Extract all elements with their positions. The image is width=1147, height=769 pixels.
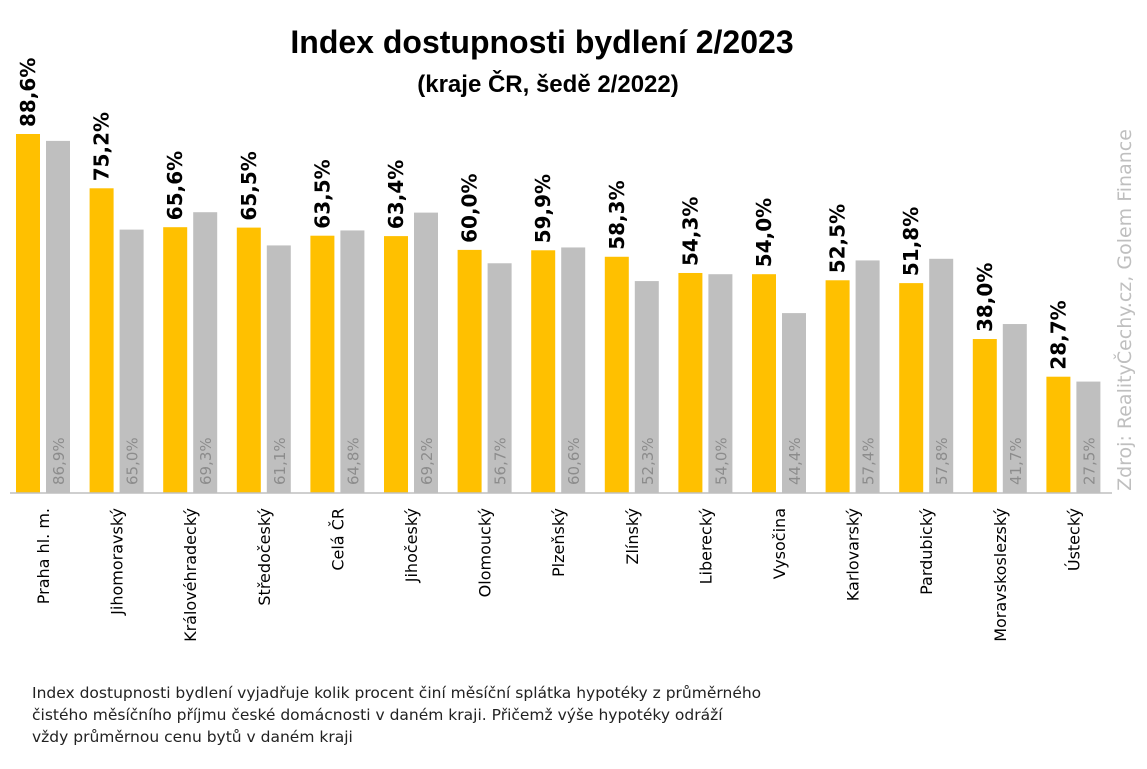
- chart-subtitle: (kraje ČR, šedě 2/2022): [417, 70, 678, 98]
- x-tick-label: Jihomoravský: [108, 508, 127, 616]
- bar-2023: [310, 235, 335, 493]
- bar-2022: [561, 247, 586, 493]
- bar-2022: [782, 313, 806, 493]
- data-label-2022: 69,3%: [197, 437, 215, 485]
- data-label-2023: 63,5%: [310, 159, 334, 228]
- bar-2022: [855, 260, 880, 493]
- bar-2022: [1002, 324, 1027, 493]
- source-credit: Zdroj: RealityČechy.cz, Golem Finance: [1112, 129, 1136, 491]
- bar-2022: [414, 212, 438, 493]
- bar-2023: [236, 227, 261, 494]
- chart-title: Index dostupnosti bydlení 2/2023: [290, 24, 793, 60]
- x-axis-labels: Praha hl. m. Jihomoravský Královéhradecký S…: [34, 508, 1083, 642]
- data-label-2022: 44,4%: [786, 437, 804, 485]
- bar-2023: [972, 339, 997, 493]
- x-tick-label: Moravskoslezský: [991, 508, 1010, 642]
- bar-2022: [708, 274, 733, 493]
- footnote-line-3: vždy průměrnou cenu bytů v daném kraji: [32, 728, 353, 746]
- x-tick-label: Pardubický: [917, 508, 936, 595]
- bar-2023: [384, 236, 408, 494]
- bar-2023: [457, 249, 482, 493]
- x-tick-label: Celá ČR: [328, 508, 347, 571]
- data-label-2022: 61,1%: [271, 437, 289, 485]
- bar-2023: [531, 250, 556, 493]
- data-label-2022: 57,8%: [933, 437, 951, 485]
- bar-2023: [825, 280, 850, 493]
- bar-2022: [487, 263, 512, 493]
- bar-2023: [1046, 376, 1071, 493]
- data-label-2023: 65,5%: [237, 151, 261, 220]
- data-label-2022: 86,9%: [50, 437, 68, 485]
- data-label-2023: 52,5%: [826, 204, 850, 273]
- x-tick-label: Liberecký: [696, 508, 715, 584]
- bar-2023: [899, 283, 924, 493]
- data-label-2023: 88,6%: [16, 58, 40, 127]
- x-tick-label: Olomoucký: [476, 508, 495, 597]
- data-label-2022: 64,8%: [344, 437, 362, 485]
- bar-2023: [16, 134, 40, 493]
- bar-2023: [678, 272, 703, 493]
- x-tick-label: Středočeský: [255, 508, 274, 606]
- x-tick-label: Královéhradecký: [181, 508, 200, 642]
- bar-2022: [193, 212, 218, 493]
- data-label-2022: 41,7%: [1007, 437, 1025, 485]
- bar-2023: [604, 256, 629, 493]
- data-label-2022: 27,5%: [1080, 437, 1098, 485]
- data-label-2022: 57,4%: [860, 437, 878, 485]
- data-label-2022: 65,0%: [124, 437, 142, 485]
- x-tick-label: Praha hl. m.: [34, 508, 53, 604]
- data-label-2023: 54,3%: [678, 197, 702, 266]
- data-label-2023: 58,3%: [605, 180, 629, 249]
- data-label-2023: 75,2%: [90, 112, 114, 181]
- bars-layer: 88,6% 86,9% 75,2% 65,0% 65,6% 69,3% 65,5% 61,1%…: [16, 58, 1101, 494]
- bar-2023: [752, 274, 776, 493]
- bar-2022: [634, 281, 659, 493]
- footnote: Index dostupnosti bydlení vyjadřuje koli…: [32, 682, 932, 748]
- x-tick-label: Karlovarský: [844, 508, 863, 601]
- data-label-2022: 60,6%: [565, 437, 583, 485]
- data-label-2022: 69,2%: [418, 437, 436, 485]
- data-label-2023: 59,9%: [531, 174, 555, 243]
- bar-2023: [163, 227, 188, 493]
- data-label-2022: 54,0%: [712, 437, 730, 485]
- footnote-line-1: Index dostupnosti bydlení vyjadřuje koli…: [32, 684, 762, 702]
- x-tick-label: Zlínský: [623, 508, 642, 565]
- data-label-2023: 60,0%: [458, 173, 482, 242]
- data-label-2022: 56,7%: [492, 437, 510, 485]
- bar-2022: [929, 258, 954, 493]
- bar-2022: [266, 245, 291, 493]
- data-label-2023: 38,0%: [973, 263, 997, 332]
- data-label-2023: 28,7%: [1046, 300, 1070, 369]
- data-label-2023: 54,0%: [752, 198, 776, 267]
- x-tick-label: Ústecký: [1064, 508, 1083, 571]
- bar-2022: [1076, 381, 1101, 493]
- bar-2022: [119, 229, 144, 493]
- data-label-2023: 63,4%: [384, 160, 408, 229]
- data-label-2023: 65,6%: [163, 151, 187, 220]
- bar-2022: [340, 230, 365, 493]
- bar-2023: [89, 188, 114, 493]
- data-label-2023: 51,8%: [899, 207, 923, 276]
- bar-2022: [46, 140, 70, 494]
- data-label-2022: 52,3%: [639, 437, 657, 485]
- footnote-line-2: čistého měsíčního příjmu české domácnost…: [32, 706, 723, 724]
- x-tick-label: Vysočina: [770, 508, 789, 579]
- x-tick-label: Plzeňský: [549, 508, 568, 577]
- x-tick-label: Jihočeský: [402, 508, 421, 583]
